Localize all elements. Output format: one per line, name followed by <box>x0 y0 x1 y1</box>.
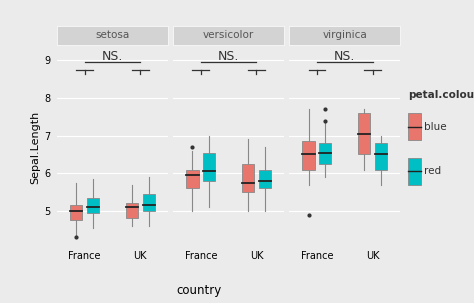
Bar <box>302 141 315 169</box>
Text: blue: blue <box>424 122 447 132</box>
Bar <box>203 153 215 181</box>
Text: country: country <box>176 285 222 297</box>
Bar <box>126 203 138 218</box>
Bar <box>242 164 254 192</box>
Y-axis label: Sepal.Length: Sepal.Length <box>30 110 41 184</box>
Bar <box>319 143 331 164</box>
Text: NS.: NS. <box>102 50 123 63</box>
Bar <box>87 198 99 213</box>
Bar <box>186 169 199 188</box>
Bar <box>408 113 421 140</box>
Bar <box>358 113 370 155</box>
Bar <box>408 158 421 185</box>
Bar <box>143 194 155 211</box>
Bar <box>259 169 271 188</box>
Text: NS.: NS. <box>218 50 239 63</box>
Text: red: red <box>424 166 441 176</box>
Text: petal.colour: petal.colour <box>408 90 474 100</box>
Text: setosa: setosa <box>95 30 129 41</box>
Bar <box>375 143 387 169</box>
Text: virginica: virginica <box>322 30 367 41</box>
Text: versicolor: versicolor <box>203 30 254 41</box>
Bar <box>70 205 82 220</box>
Text: NS.: NS. <box>334 50 356 63</box>
